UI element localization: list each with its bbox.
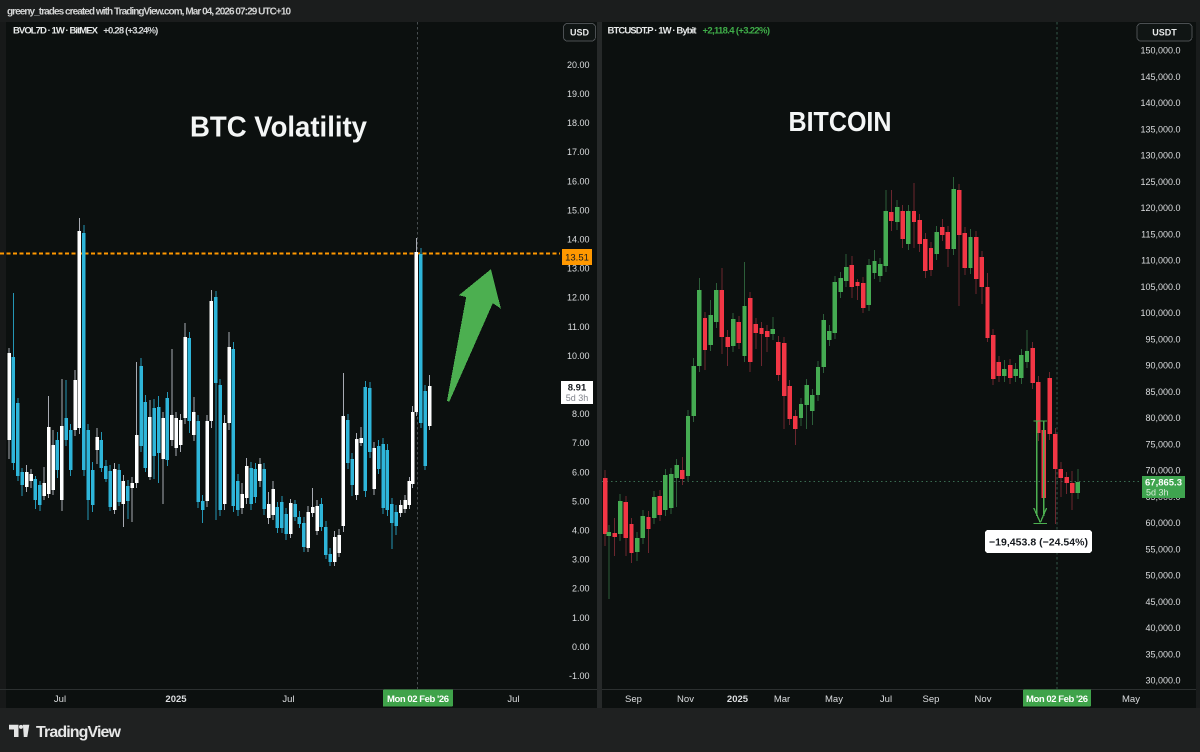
- svg-text:2025: 2025: [165, 694, 187, 705]
- svg-text:67,865.3: 67,865.3: [1145, 478, 1182, 489]
- svg-text:BTC Volatility: BTC Volatility: [190, 112, 367, 144]
- svg-text:75,000.0: 75,000.0: [1145, 439, 1180, 449]
- svg-text:13.00: 13.00: [567, 264, 590, 274]
- svg-text:70,000.0: 70,000.0: [1145, 466, 1180, 476]
- svg-text:11.00: 11.00: [568, 322, 590, 332]
- svg-text:TradingView: TradingView: [36, 724, 122, 741]
- svg-text:Mon 02 Feb '26: Mon 02 Feb '26: [1026, 694, 1088, 705]
- svg-text:+2,118.4 (+3.22%): +2,118.4 (+3.22%): [703, 26, 771, 37]
- svg-text:80,000.0: 80,000.0: [1145, 413, 1180, 423]
- svg-text:1.00: 1.00: [572, 613, 590, 623]
- svg-text:19.00: 19.00: [567, 89, 590, 99]
- svg-text:Jul: Jul: [880, 694, 892, 705]
- svg-text:2025: 2025: [727, 694, 749, 705]
- svg-text:60,000.0: 60,000.0: [1145, 518, 1180, 528]
- svg-text:4.00: 4.00: [572, 526, 590, 536]
- svg-text:May: May: [1122, 694, 1140, 705]
- svg-text:5d 3h: 5d 3h: [566, 393, 589, 403]
- svg-text:45,000.0: 45,000.0: [1145, 597, 1180, 607]
- svg-text:135,000.0: 135,000.0: [1140, 124, 1180, 134]
- svg-text:90,000.0: 90,000.0: [1145, 361, 1180, 371]
- svg-text:2.00: 2.00: [572, 584, 590, 594]
- svg-text:BTCUSDT.P · 1W · Bybit: BTCUSDT.P · 1W · Bybit: [608, 26, 698, 37]
- svg-text:Nov: Nov: [677, 694, 694, 705]
- svg-text:110,000.0: 110,000.0: [1141, 256, 1180, 266]
- svg-text:145,000.0: 145,000.0: [1140, 72, 1180, 82]
- svg-text:5.00: 5.00: [572, 496, 590, 506]
- svg-text:16.00: 16.00: [567, 176, 590, 186]
- svg-text:5d 3h: 5d 3h: [1146, 488, 1169, 498]
- svg-text:40,000.0: 40,000.0: [1145, 623, 1180, 633]
- svg-text:greeny_trades created with Tra: greeny_trades created with TradingView.c…: [7, 7, 291, 18]
- svg-text:12.00: 12.00: [567, 293, 590, 303]
- svg-text:35,000.0: 35,000.0: [1145, 649, 1180, 659]
- svg-text:USDT: USDT: [1152, 28, 1177, 38]
- svg-text:−19,453.8 (−24.54%): −19,453.8 (−24.54%): [989, 537, 1088, 549]
- svg-text:125,000.0: 125,000.0: [1140, 177, 1180, 187]
- svg-text:30,000.0: 30,000.0: [1145, 676, 1180, 686]
- svg-text:-1.00: -1.00: [569, 671, 590, 681]
- svg-text:18.00: 18.00: [567, 118, 590, 128]
- svg-text:7.00: 7.00: [572, 438, 590, 448]
- svg-text:10.00: 10.00: [567, 351, 590, 361]
- svg-text:8.91: 8.91: [568, 383, 587, 394]
- svg-text:Sep: Sep: [923, 694, 940, 705]
- svg-text:Mar: Mar: [774, 694, 790, 705]
- svg-text:105,000.0: 105,000.0: [1140, 282, 1180, 292]
- svg-text:Nov: Nov: [975, 694, 992, 705]
- svg-text:Jul: Jul: [282, 694, 294, 705]
- svg-text:USD: USD: [570, 28, 590, 38]
- svg-text:140,000.0: 140,000.0: [1140, 98, 1180, 108]
- svg-text:150,000.0: 150,000.0: [1140, 46, 1180, 56]
- svg-text:0.00: 0.00: [572, 642, 590, 652]
- svg-text:Jul: Jul: [54, 694, 66, 705]
- svg-text:95,000.0: 95,000.0: [1145, 334, 1180, 344]
- svg-text:120,000.0: 120,000.0: [1140, 203, 1180, 213]
- svg-text:115,000.0: 115,000.0: [1141, 229, 1180, 239]
- svg-text:3.00: 3.00: [572, 555, 590, 565]
- svg-text:17.00: 17.00: [567, 147, 590, 157]
- svg-text:May: May: [825, 694, 843, 705]
- svg-text:50,000.0: 50,000.0: [1145, 571, 1180, 581]
- svg-text:55,000.0: 55,000.0: [1145, 544, 1180, 554]
- svg-text:100,000.0: 100,000.0: [1140, 308, 1180, 318]
- svg-text:8.00: 8.00: [572, 409, 590, 419]
- svg-text:20.00: 20.00: [567, 60, 590, 70]
- svg-text:Sep: Sep: [625, 694, 642, 705]
- svg-text:15.00: 15.00: [567, 205, 590, 215]
- svg-text:Jul: Jul: [507, 694, 519, 705]
- svg-text:85,000.0: 85,000.0: [1145, 387, 1180, 397]
- svg-text:BITCOIN: BITCOIN: [789, 106, 892, 137]
- svg-text:Mon 02 Feb '26: Mon 02 Feb '26: [387, 694, 449, 705]
- svg-text:6.00: 6.00: [572, 467, 590, 477]
- svg-text:13.51: 13.51: [565, 253, 589, 264]
- svg-text:+0.28 (+3.24%): +0.28 (+3.24%): [103, 26, 158, 37]
- svg-text:14.00: 14.00: [567, 235, 590, 245]
- svg-text:130,000.0: 130,000.0: [1140, 151, 1180, 161]
- svg-text:BVOL7D · 1W · BitMEX: BVOL7D · 1W · BitMEX: [13, 26, 99, 37]
